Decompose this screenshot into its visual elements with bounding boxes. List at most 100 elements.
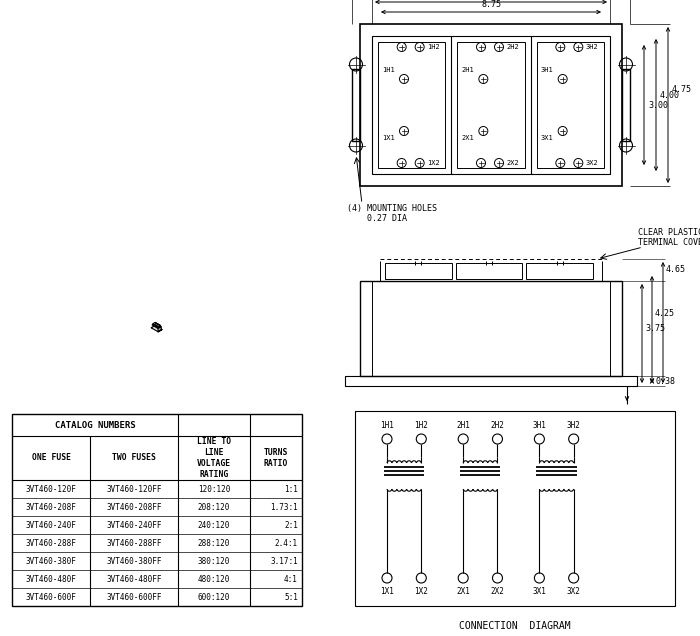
Polygon shape (155, 322, 157, 324)
Text: 1:1: 1:1 (284, 485, 298, 494)
Text: 1X2: 1X2 (427, 160, 440, 166)
Text: TWO FUSES: TWO FUSES (112, 453, 156, 462)
Text: 1.73:1: 1.73:1 (270, 502, 298, 511)
Text: 3VT460-480FF: 3VT460-480FF (106, 574, 162, 583)
Bar (378, 42, 445, 168)
Bar (352, 69, 360, 141)
Text: 3VT460-240F: 3VT460-240F (26, 520, 76, 530)
Text: 3VT460-600FF: 3VT460-600FF (106, 593, 162, 602)
Text: 1H2: 1H2 (427, 44, 440, 50)
Bar (456, 263, 522, 279)
Text: 3H2: 3H2 (585, 44, 598, 50)
Text: 3H1: 3H1 (533, 421, 546, 430)
Text: TURNS
RATIO: TURNS RATIO (264, 448, 288, 468)
Text: 380:120: 380:120 (198, 556, 230, 565)
Text: 3.75: 3.75 (645, 324, 665, 333)
Text: 2H1: 2H1 (456, 421, 470, 430)
Bar (385, 263, 452, 279)
Text: LINE TO
LINE
VOLTAGE
RATING: LINE TO LINE VOLTAGE RATING (197, 437, 231, 479)
Text: 1H1: 1H1 (382, 67, 395, 73)
Text: ONE FUSE: ONE FUSE (32, 453, 71, 462)
Bar (457, 42, 525, 168)
Polygon shape (158, 326, 160, 328)
Text: 240:120: 240:120 (198, 520, 230, 530)
Bar (355, 411, 675, 606)
Text: 2.4:1: 2.4:1 (275, 539, 298, 548)
Text: 2X2: 2X2 (491, 587, 505, 596)
Text: 8.75: 8.75 (481, 0, 501, 9)
Text: 3VT460-208F: 3VT460-208F (26, 502, 76, 511)
Text: 3H1: 3H1 (540, 67, 554, 73)
Polygon shape (151, 326, 162, 332)
Text: 3VT460-480F: 3VT460-480F (26, 574, 76, 583)
Polygon shape (156, 324, 159, 326)
Bar (372, 36, 610, 174)
Text: 4:1: 4:1 (284, 574, 298, 583)
Polygon shape (152, 323, 161, 328)
Polygon shape (153, 322, 157, 325)
Text: 3.17:1: 3.17:1 (270, 556, 298, 565)
Text: 3X1: 3X1 (533, 587, 546, 596)
Text: 4.65: 4.65 (666, 265, 686, 273)
Text: 1X1: 1X1 (382, 135, 395, 141)
Text: 3X1: 3X1 (540, 135, 554, 141)
Bar (12, 414, 302, 606)
Text: 3.00: 3.00 (648, 100, 668, 109)
Text: 3VT460-240FF: 3VT460-240FF (106, 520, 162, 530)
Text: 120:120: 120:120 (198, 485, 230, 494)
Text: 1H2: 1H2 (414, 421, 428, 430)
Text: 3VT460-288F: 3VT460-288F (26, 539, 76, 548)
Text: 600:120: 600:120 (198, 593, 230, 602)
Text: 3VT460-380FF: 3VT460-380FF (106, 556, 162, 565)
Text: 2H2: 2H2 (506, 44, 519, 50)
Polygon shape (158, 327, 161, 331)
Polygon shape (155, 323, 160, 327)
Polygon shape (156, 324, 160, 327)
Bar (622, 69, 630, 141)
Polygon shape (155, 326, 162, 329)
Polygon shape (155, 323, 159, 326)
Text: 3VT460-120FF: 3VT460-120FF (106, 485, 162, 494)
Text: 4.00: 4.00 (660, 90, 680, 99)
Polygon shape (158, 329, 162, 332)
Text: CATALOG NUMBERS: CATALOG NUMBERS (55, 420, 135, 429)
Text: 3VT460-380F: 3VT460-380F (26, 556, 76, 565)
Bar (360, 281, 622, 376)
Text: 3VT460-208FF: 3VT460-208FF (106, 502, 162, 511)
Text: 1X2: 1X2 (414, 587, 428, 596)
Text: 3VT460-600F: 3VT460-600F (26, 593, 76, 602)
Text: 208:120: 208:120 (198, 502, 230, 511)
Polygon shape (153, 323, 160, 328)
Text: CLEAR PLASTIC
TERMINAL COVER: CLEAR PLASTIC TERMINAL COVER (638, 228, 700, 247)
Bar (360, 24, 622, 186)
Text: 2:1: 2:1 (284, 520, 298, 530)
Bar (345, 376, 637, 386)
Polygon shape (159, 324, 160, 326)
Text: 1X1: 1X1 (380, 587, 394, 596)
Text: (4) MOUNTING HOLES
    0.27 DIA: (4) MOUNTING HOLES 0.27 DIA (347, 204, 437, 223)
Text: 3H2: 3H2 (567, 421, 580, 430)
Text: 2X1: 2X1 (461, 135, 474, 141)
Text: 3VT460-120F: 3VT460-120F (26, 485, 76, 494)
Text: 3VT460-288FF: 3VT460-288FF (106, 539, 162, 548)
Text: CONNECTION  DIAGRAM: CONNECTION DIAGRAM (459, 621, 570, 631)
Text: 5:1: 5:1 (284, 593, 298, 602)
Text: 4.75: 4.75 (672, 85, 692, 95)
Text: 3X2: 3X2 (567, 587, 580, 596)
Text: 2H1: 2H1 (461, 67, 474, 73)
Text: 0.38: 0.38 (655, 377, 675, 385)
Text: 480:120: 480:120 (198, 574, 230, 583)
Text: 2X2: 2X2 (506, 160, 519, 166)
Text: 3X2: 3X2 (585, 160, 598, 166)
Text: 2H2: 2H2 (491, 421, 505, 430)
Text: 2X1: 2X1 (456, 587, 470, 596)
Text: 1H1: 1H1 (380, 421, 394, 430)
Bar (537, 42, 604, 168)
Polygon shape (154, 323, 157, 326)
Polygon shape (155, 323, 161, 329)
Text: 288:120: 288:120 (198, 539, 230, 548)
Polygon shape (157, 323, 159, 325)
Text: 4.25: 4.25 (655, 309, 675, 318)
Bar (526, 263, 593, 279)
Polygon shape (158, 326, 160, 328)
